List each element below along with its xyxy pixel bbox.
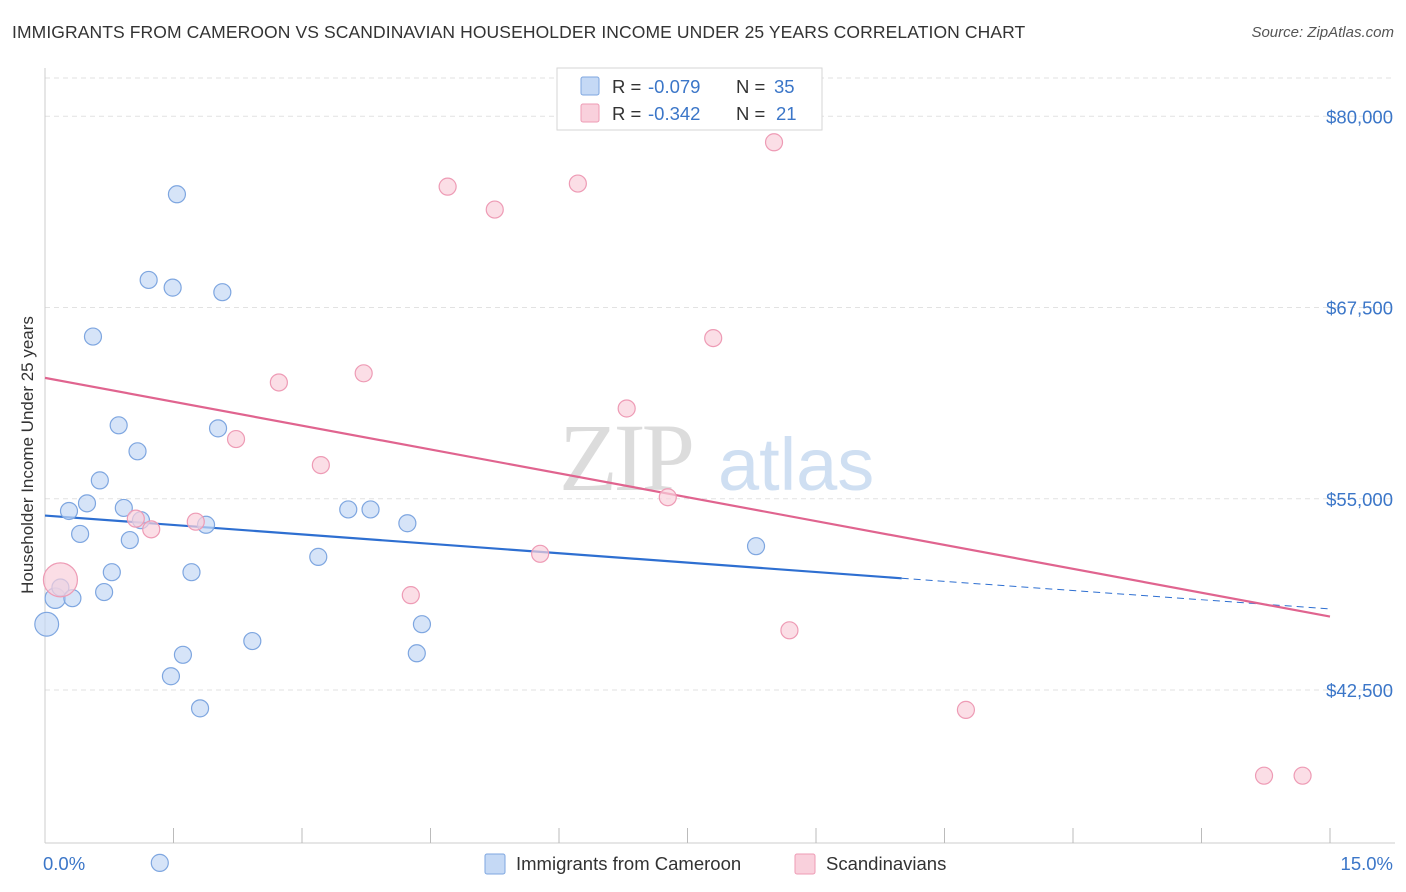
legend-swatch-blue (580, 76, 600, 96)
y-tick-labels: $42,500 $55,000 $67,500 $80,000 (1326, 106, 1393, 701)
legend-r-value-pink: -0.342 (648, 103, 700, 124)
legend-n-value-pink: 21 (776, 103, 797, 124)
point-cameroon (90, 471, 109, 490)
point-scandinavians (485, 200, 504, 219)
point-cameroon (167, 185, 187, 204)
gridlines (45, 77, 1395, 691)
point-cameroon (128, 442, 147, 461)
point-scandinavians (1293, 766, 1312, 785)
point-cameroon (309, 547, 328, 566)
point-cameroon (139, 270, 158, 290)
point-cameroon (173, 645, 193, 664)
point-scandinavians (704, 329, 723, 348)
point-scandinavians (354, 364, 373, 383)
point-cameroon (213, 283, 232, 302)
watermark-atlas: atlas (718, 423, 874, 506)
point-cameroon (412, 615, 432, 634)
point-cameroon (120, 530, 139, 550)
trendline-pink (44, 376, 1331, 618)
y-tick-label: $55,000 (1326, 489, 1393, 510)
y-tick-label: $42,500 (1326, 680, 1393, 701)
x-tick-label: 15.0% (1341, 853, 1393, 874)
point-cameroon (59, 501, 79, 521)
point-scandinavians (401, 586, 420, 605)
y-tick-label: $67,500 (1326, 298, 1393, 319)
point-scandinavians (617, 399, 636, 418)
point-scandinavians (269, 373, 288, 392)
point-cameroon (83, 327, 103, 346)
point-scandinavians (142, 520, 161, 539)
trendline-blue (44, 514, 902, 580)
scatter-points (34, 133, 1312, 872)
legend-n-label-blue: N = (736, 76, 765, 97)
point-scandinavians (764, 133, 784, 152)
legend-r-label-blue: R = (612, 76, 641, 97)
bottom-legend-label-cameroon: Immigrants from Cameroon (516, 853, 741, 874)
point-scandinavians (226, 429, 246, 449)
axes (44, 68, 1395, 844)
legend-frame (556, 67, 823, 131)
point-cameroon (407, 644, 426, 663)
point-scandinavians (956, 700, 976, 719)
point-scandinavians (658, 488, 677, 507)
point-scandinavians (186, 512, 205, 531)
point-cameroon (361, 500, 380, 519)
point-cameroon (182, 563, 201, 582)
point-scandinavians (1254, 766, 1274, 785)
legend-r-value-blue: -0.079 (648, 76, 700, 97)
legend-n-label-pink: N = (736, 103, 765, 124)
point-cameroon (163, 278, 182, 297)
bottom-legend-label-scandinavians: Scandinavians (826, 853, 946, 874)
point-cameroon (398, 514, 417, 533)
legend-r-label-pink: R = (612, 103, 641, 124)
source-label: Source: ZipAtlas.com (1251, 24, 1394, 41)
x-tick-labels: 0.0% 15.0% (43, 853, 1393, 874)
point-cameroon (208, 419, 228, 438)
bottom-legend-swatch-cameroon (484, 853, 506, 875)
bottom-legend-swatch-scandinavians (794, 853, 816, 875)
point-cameroon (109, 416, 128, 435)
watermark: ZIP atlas (559, 404, 874, 511)
point-scandinavians (438, 177, 457, 196)
point-cameroon (746, 537, 766, 556)
point-scandinavians (780, 621, 799, 640)
point-scandinavians (531, 544, 550, 563)
y-tick-label: $80,000 (1326, 106, 1393, 127)
point-cameroon (95, 582, 114, 602)
point-cameroon (339, 500, 358, 519)
point-scandinavians (311, 455, 330, 475)
point-scandinavians (42, 562, 79, 598)
point-cameroon (243, 631, 262, 651)
point-cameroon (34, 611, 60, 637)
chart-title: IMMIGRANTS FROM CAMEROON VS SCANDINAVIAN… (12, 22, 1026, 42)
point-cameroon (190, 699, 210, 718)
legend-swatch-pink (580, 103, 600, 123)
point-cameroon (114, 498, 133, 518)
y-axis-label: Householder Income Under 25 years (18, 316, 37, 594)
point-scandinavians (568, 174, 587, 193)
point-scandinavians (126, 509, 145, 528)
legend-box: R = -0.079 N = 35 R = -0.342 N = 21 (556, 67, 823, 131)
point-cameroon (77, 494, 97, 513)
legend-n-value-blue: 35 (774, 76, 795, 97)
point-cameroon (71, 524, 90, 544)
point-cameroon (150, 853, 169, 872)
bottom-legend: Immigrants from Cameroon Scandinavians (484, 853, 946, 875)
point-cameroon (102, 563, 121, 582)
x-tick-label: 0.0% (43, 853, 85, 874)
point-cameroon (161, 667, 181, 686)
